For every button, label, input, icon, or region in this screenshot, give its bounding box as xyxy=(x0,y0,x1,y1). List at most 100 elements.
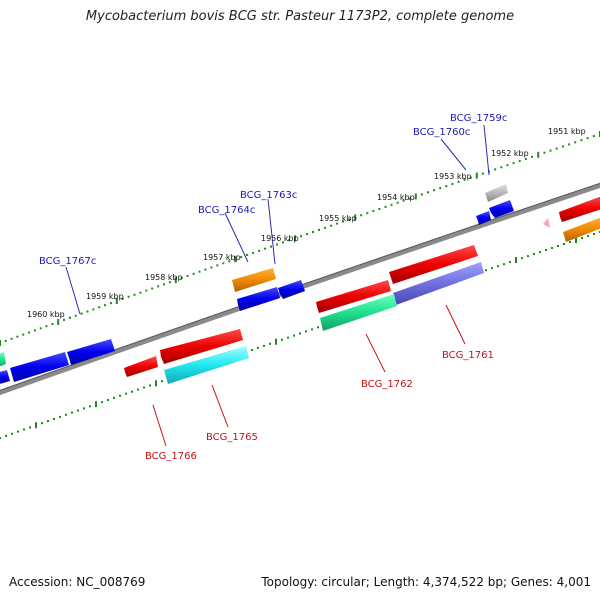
label-bcg-1764c: BCG_1764c xyxy=(198,205,255,216)
minor-tick xyxy=(574,141,577,144)
minor-tick xyxy=(451,183,454,185)
major-tick xyxy=(174,277,177,284)
scale-label-1955: 1955 kbp xyxy=(319,214,357,223)
minor-tick xyxy=(568,143,571,146)
minor-tick xyxy=(269,342,271,345)
minor-tick xyxy=(246,254,249,256)
accession-text: Accession: NC_008769 xyxy=(9,575,146,589)
top-strand-genes xyxy=(0,184,514,384)
gene-right-orange xyxy=(563,217,600,242)
minor-tick xyxy=(561,145,564,148)
scale-label-1956: 1956 kbp xyxy=(261,234,299,243)
gene-left-stub-green xyxy=(0,352,6,367)
minor-tick xyxy=(533,253,535,256)
minor-tick xyxy=(500,166,503,169)
minor-tick xyxy=(318,228,320,231)
major-tick xyxy=(537,151,540,158)
minor-tick xyxy=(222,262,225,265)
minor-tick xyxy=(506,164,509,167)
minor-tick xyxy=(77,409,79,412)
minor-tick xyxy=(251,349,253,351)
minor-tick xyxy=(145,289,148,292)
minor-tick xyxy=(109,302,112,305)
minor-tick xyxy=(264,247,267,250)
major-tick xyxy=(234,256,237,263)
minor-tick xyxy=(216,264,219,267)
gene-bcg-1761 xyxy=(389,245,478,284)
minor-tick xyxy=(107,399,109,401)
minor-tick xyxy=(11,432,13,435)
minor-tick xyxy=(557,245,559,247)
minor-tick xyxy=(133,293,136,296)
minor-tick xyxy=(587,235,589,237)
major-tick xyxy=(0,340,1,346)
major-tick xyxy=(475,172,478,179)
minor-tick xyxy=(491,267,493,270)
gene-bcg-1766 xyxy=(124,356,158,377)
minor-tick xyxy=(121,297,124,300)
minor-tick xyxy=(543,151,546,154)
minor-tick xyxy=(281,338,283,341)
minor-tick xyxy=(186,274,189,277)
minor-tick xyxy=(336,222,339,225)
minor-tick xyxy=(457,180,460,183)
minor-tick xyxy=(127,295,130,298)
minor-tick xyxy=(257,346,259,349)
minor-tick xyxy=(45,325,48,328)
major-tick xyxy=(294,235,296,242)
minor-tick xyxy=(445,185,448,188)
major-tick xyxy=(115,298,118,304)
minor-tick xyxy=(299,332,301,335)
minor-tick xyxy=(168,281,171,284)
minor-tick xyxy=(549,149,552,152)
minor-tick xyxy=(555,147,558,150)
minor-tick xyxy=(74,314,77,317)
scale-label-1951: 1951 kbp xyxy=(548,127,586,136)
minor-tick xyxy=(63,318,65,321)
minor-tick xyxy=(551,247,553,249)
minor-tick xyxy=(276,243,278,246)
minor-tick xyxy=(481,172,484,175)
minor-tick xyxy=(22,333,25,336)
minor-tick xyxy=(563,243,565,245)
major-tick xyxy=(35,422,37,429)
minor-tick xyxy=(4,339,7,342)
minor-tick xyxy=(125,392,127,395)
minor-tick xyxy=(86,310,89,313)
minor-tick xyxy=(192,272,195,275)
minor-tick xyxy=(293,334,295,337)
minor-tick xyxy=(252,251,255,254)
minor-tick xyxy=(98,306,101,309)
gene-right-red xyxy=(559,196,600,222)
minor-tick xyxy=(330,224,333,227)
gene-bcg-1765-b xyxy=(164,346,249,384)
minor-tick xyxy=(402,199,405,202)
gene-bcg-1765 xyxy=(160,329,243,364)
minor-tick xyxy=(581,237,583,239)
minor-tick xyxy=(287,336,289,339)
minor-tick xyxy=(68,316,71,319)
minor-tick xyxy=(306,233,308,236)
minor-tick xyxy=(408,197,411,200)
minor-tick xyxy=(305,330,307,333)
gene-bcg-1760c xyxy=(476,211,491,225)
minor-tick xyxy=(463,178,466,181)
label-leaders xyxy=(65,124,490,447)
minor-tick xyxy=(360,214,363,217)
minor-tick xyxy=(342,220,345,223)
major-tick xyxy=(575,237,577,243)
minor-tick xyxy=(92,308,95,311)
minor-tick xyxy=(17,430,19,433)
minor-tick xyxy=(378,208,381,210)
label-bcg-1765: BCG_1765 xyxy=(206,432,258,443)
minor-tick xyxy=(433,189,436,192)
minor-tick xyxy=(71,411,73,414)
minor-tick xyxy=(47,420,49,423)
scale-label-1958: 1958 kbp xyxy=(145,273,183,282)
scale-label-1957: 1957 kbp xyxy=(203,253,241,262)
minor-tick xyxy=(586,137,589,140)
minor-tick xyxy=(157,285,160,288)
minor-tick xyxy=(180,277,183,279)
minor-tick xyxy=(163,283,165,286)
